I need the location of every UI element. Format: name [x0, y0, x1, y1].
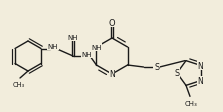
- Text: N: N: [198, 76, 203, 85]
- Text: N: N: [109, 70, 115, 79]
- Text: N: N: [198, 61, 203, 70]
- Text: S: S: [174, 69, 180, 78]
- Text: NH: NH: [91, 45, 102, 51]
- Text: O: O: [109, 18, 115, 27]
- Text: CH₃: CH₃: [185, 100, 197, 106]
- Text: S: S: [154, 63, 159, 72]
- Text: NH: NH: [68, 35, 78, 41]
- Text: CH₃: CH₃: [13, 81, 25, 87]
- Text: NH: NH: [48, 44, 58, 50]
- Text: NH: NH: [82, 52, 92, 57]
